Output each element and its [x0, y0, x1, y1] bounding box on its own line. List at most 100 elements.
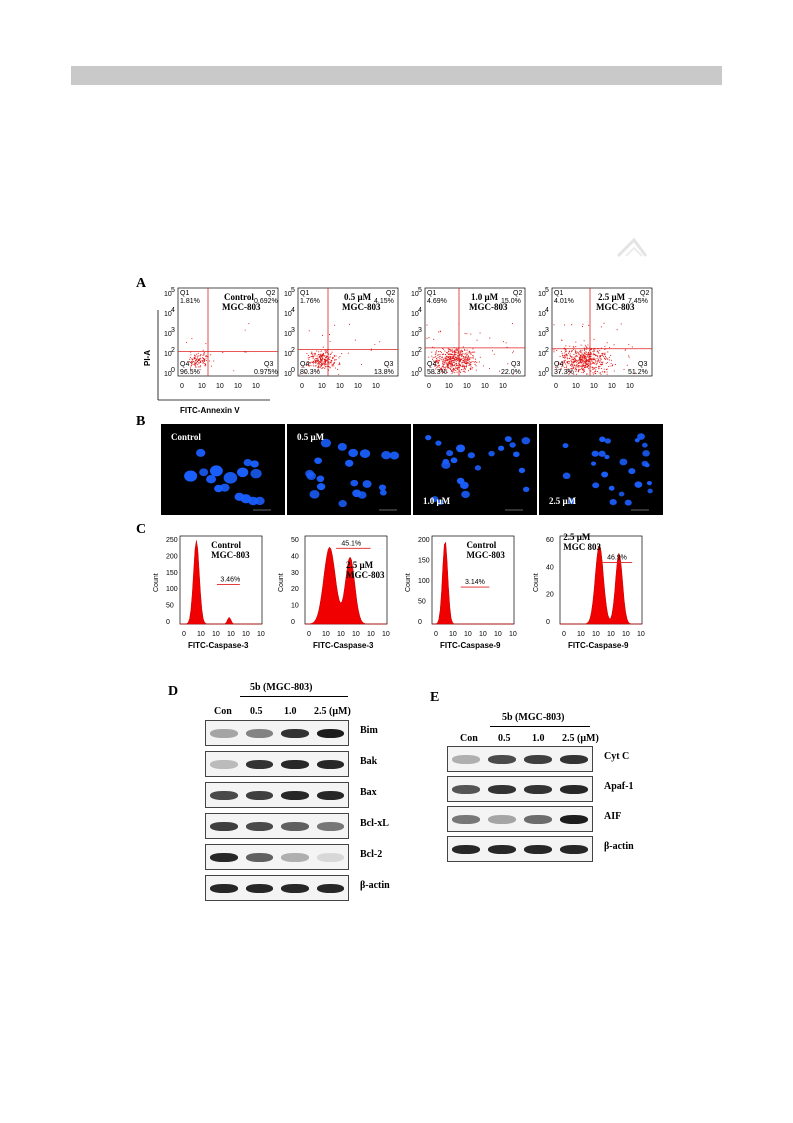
event-dot: [437, 362, 439, 364]
event-dot: [467, 356, 469, 358]
event-dot: [332, 364, 334, 366]
event-dot: [189, 361, 191, 363]
quadrant-label: Q4: [427, 361, 436, 368]
y-tick: 10: [164, 331, 172, 338]
y-tick: 10: [284, 351, 292, 358]
event-dot: [316, 361, 318, 363]
event-dot: [436, 367, 438, 369]
event-dot: [473, 361, 475, 363]
event-dot: [575, 355, 577, 357]
event-dot: [613, 344, 615, 346]
event-dot: [438, 366, 440, 368]
x-tick: 10: [352, 631, 360, 638]
event-dot: [200, 353, 202, 356]
event-dot: [333, 365, 335, 367]
quadrant-value: 0.692%: [254, 298, 278, 305]
event-dot: [191, 338, 193, 340]
event-dot: [462, 346, 464, 348]
event-dot: [596, 357, 598, 359]
event-dot: [337, 368, 339, 371]
nucleus: [441, 461, 451, 469]
event-dot: [456, 357, 458, 360]
event-dot: [321, 359, 323, 361]
event-dot: [599, 372, 601, 374]
protein-band: [210, 883, 238, 893]
event-dot: [464, 368, 466, 370]
protein-band: [316, 759, 344, 769]
event-dot: [450, 349, 452, 351]
lane-label: 2.5 (μM): [314, 706, 351, 717]
header-bar: [71, 66, 722, 85]
event-dot: [456, 368, 458, 371]
event-dot: [574, 365, 576, 367]
event-dot: [460, 371, 462, 373]
event-dot: [586, 373, 588, 375]
protein-band: [281, 852, 309, 862]
event-dot: [307, 355, 310, 357]
event-dot: [435, 361, 437, 363]
event-dot: [306, 352, 308, 355]
event-dot: [571, 361, 573, 363]
quadrant-label: Q1: [300, 290, 309, 297]
event-dot: [554, 366, 557, 368]
nucleus: [521, 437, 531, 445]
event-dot: [556, 349, 558, 352]
event-dot: [472, 360, 474, 363]
nuclei-layer: [305, 438, 400, 511]
nucleus: [642, 442, 648, 448]
event-dot: [360, 363, 362, 366]
event-dot: [606, 373, 608, 375]
plot-subtitle: MGC-803: [466, 550, 505, 560]
event-dot: [374, 369, 377, 371]
nucleus: [359, 449, 371, 458]
x-tick: 10: [626, 383, 634, 390]
event-dot: [623, 368, 625, 370]
event-dot: [446, 351, 448, 353]
event-dot: [348, 323, 351, 325]
event-dot: [451, 372, 453, 374]
event-dot: [202, 349, 204, 351]
event-dot: [568, 370, 570, 372]
event-dot: [245, 351, 247, 353]
event-dot: [443, 371, 445, 374]
event-dot: [582, 354, 585, 356]
event-dot: [584, 351, 586, 353]
event-dot: [317, 367, 319, 369]
event-dot: [194, 361, 196, 363]
event-dot: [324, 355, 326, 357]
event-dot: [450, 365, 452, 367]
x-axis-label: FITC-Caspase-9: [568, 641, 629, 650]
event-dot: [593, 350, 595, 352]
nucleus: [562, 443, 569, 449]
y-tick: 10: [538, 371, 546, 378]
event-dot: [561, 366, 563, 368]
gate-value: 45.1%: [341, 540, 361, 547]
x-axis-label: FITC-Caspase-3: [313, 641, 374, 650]
event-dot: [429, 371, 431, 373]
event-dot: [587, 344, 589, 346]
y-tick: 10: [284, 291, 292, 298]
nucleus: [456, 444, 466, 453]
event-dot: [307, 357, 309, 359]
plot-subtitle: MGC-803: [469, 302, 508, 312]
event-dot: [566, 353, 568, 355]
y-tick-exp: 4: [171, 307, 175, 314]
event-dot: [334, 367, 336, 369]
event-dot: [195, 366, 197, 368]
lane-label: 1.0: [532, 733, 545, 744]
event-dot: [329, 340, 331, 342]
event-dot: [601, 364, 603, 366]
event-dot: [488, 367, 491, 369]
event-dot: [599, 360, 601, 362]
event-dot: [446, 363, 448, 365]
event-dot: [603, 322, 605, 324]
protein-band: [281, 759, 309, 769]
fluor-label: 0.5 μM: [297, 432, 325, 442]
event-dot: [445, 360, 447, 362]
event-dot: [553, 324, 555, 326]
event-dot: [566, 361, 568, 363]
event-dot: [315, 362, 317, 364]
event-dot: [438, 331, 440, 333]
event-dot: [604, 358, 606, 360]
